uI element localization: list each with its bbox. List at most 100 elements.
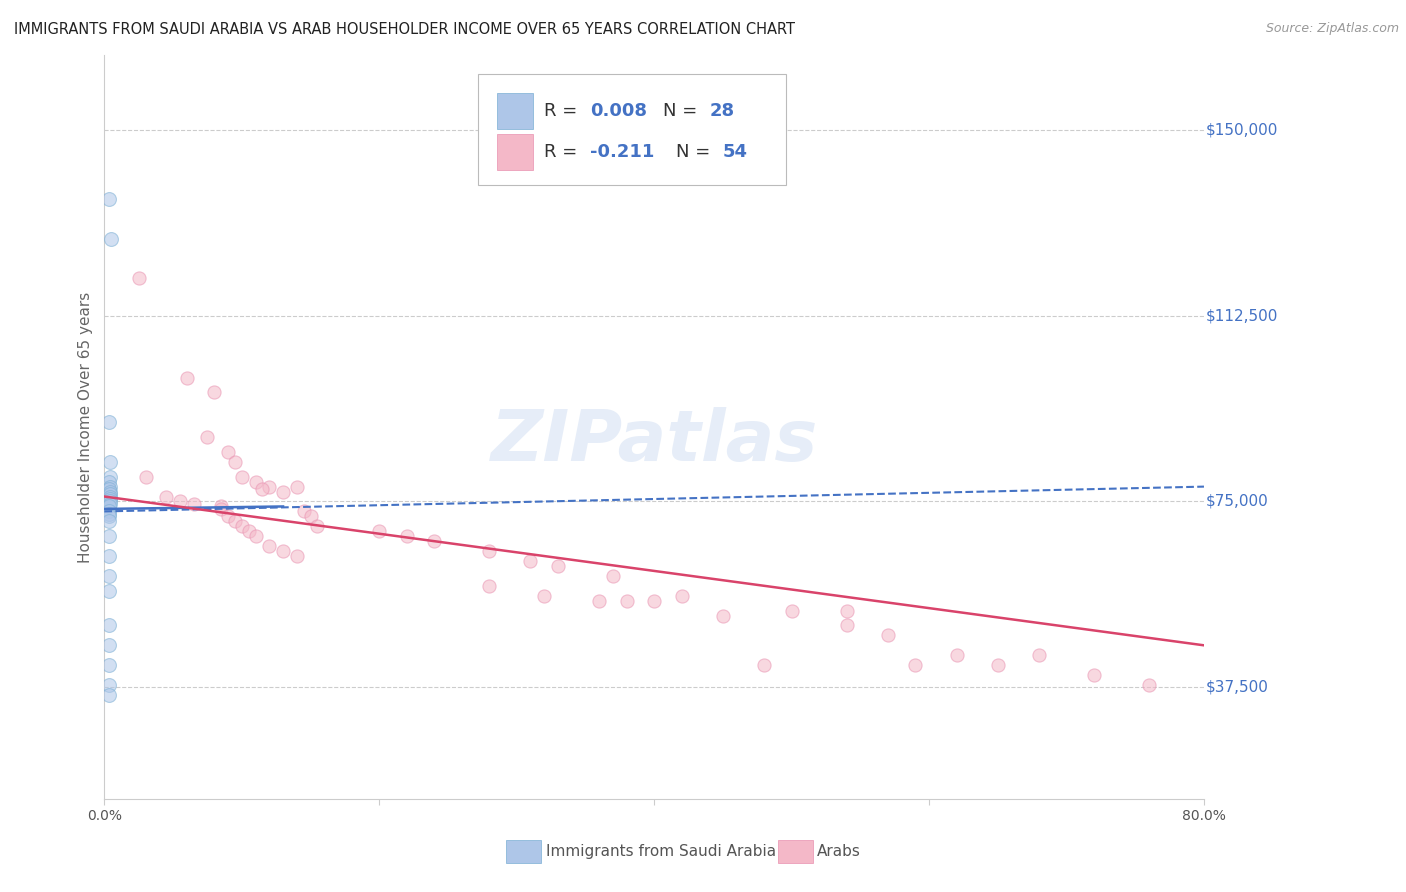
Point — [135, 469, 157, 483]
Point — [97, 475, 120, 489]
Point — [299, 509, 322, 524]
Point — [224, 455, 246, 469]
Point — [98, 494, 121, 508]
Point — [97, 569, 120, 583]
Point — [169, 494, 191, 508]
Point — [835, 618, 858, 632]
Point — [780, 604, 803, 618]
Point — [876, 628, 898, 642]
Point — [98, 497, 121, 511]
Point — [478, 544, 501, 558]
Point — [271, 484, 294, 499]
Point — [97, 583, 120, 598]
Point — [97, 529, 120, 543]
Text: -0.211: -0.211 — [591, 143, 655, 161]
Text: Source: ZipAtlas.com: Source: ZipAtlas.com — [1265, 22, 1399, 36]
Text: Immigrants from Saudi Arabia: Immigrants from Saudi Arabia — [546, 845, 776, 859]
Point — [245, 529, 267, 543]
Point — [904, 658, 927, 673]
Point — [945, 648, 967, 663]
Point — [97, 658, 120, 673]
Text: $112,500: $112,500 — [1206, 308, 1278, 323]
Text: $75,000: $75,000 — [1206, 494, 1268, 509]
Point — [616, 593, 638, 607]
Point — [155, 490, 177, 504]
Point — [97, 415, 120, 429]
Point — [97, 500, 120, 514]
Point — [1028, 648, 1050, 663]
Point — [183, 497, 205, 511]
Point — [97, 482, 120, 496]
Point — [285, 480, 308, 494]
Point — [176, 370, 198, 384]
Text: 0.008: 0.008 — [591, 102, 647, 120]
Point — [307, 519, 329, 533]
Point — [259, 480, 281, 494]
Point — [209, 500, 232, 514]
Point — [217, 445, 239, 459]
Text: R =: R = — [544, 143, 583, 161]
Text: N =: N = — [676, 143, 716, 161]
Point — [533, 589, 555, 603]
Point — [252, 482, 274, 496]
FancyBboxPatch shape — [496, 93, 533, 128]
Point — [643, 593, 665, 607]
Point — [238, 524, 260, 539]
Point — [98, 484, 121, 499]
Point — [602, 569, 624, 583]
Point — [987, 658, 1010, 673]
Point — [97, 514, 120, 528]
Point — [98, 469, 121, 483]
Text: 54: 54 — [723, 143, 748, 161]
Point — [224, 514, 246, 528]
Point — [711, 608, 734, 623]
Point — [197, 430, 219, 444]
Point — [1083, 668, 1105, 682]
Point — [98, 455, 121, 469]
Point — [547, 558, 569, 573]
Text: N =: N = — [664, 102, 703, 120]
Point — [97, 509, 120, 524]
Point — [671, 589, 693, 603]
Point — [98, 490, 121, 504]
Point — [478, 579, 501, 593]
Text: 28: 28 — [709, 102, 734, 120]
Point — [97, 507, 120, 521]
Point — [202, 385, 225, 400]
Point — [519, 554, 541, 568]
Point — [97, 618, 120, 632]
Text: IMMIGRANTS FROM SAUDI ARABIA VS ARAB HOUSEHOLDER INCOME OVER 65 YEARS CORRELATIO: IMMIGRANTS FROM SAUDI ARABIA VS ARAB HOU… — [14, 22, 794, 37]
Point — [98, 491, 121, 506]
Point — [231, 469, 253, 483]
Point — [97, 688, 120, 702]
Point — [97, 504, 120, 518]
Point — [97, 638, 120, 652]
Point — [368, 524, 391, 539]
Point — [588, 593, 610, 607]
Point — [395, 529, 418, 543]
Point — [97, 192, 120, 206]
Point — [752, 658, 775, 673]
Y-axis label: Householder Income Over 65 years: Householder Income Over 65 years — [79, 292, 93, 563]
Point — [209, 502, 232, 516]
Text: ZIPatlas: ZIPatlas — [491, 408, 818, 476]
Point — [423, 534, 446, 549]
Point — [1137, 678, 1160, 692]
Point — [245, 475, 267, 489]
Point — [97, 549, 120, 563]
Point — [271, 544, 294, 558]
Point — [292, 504, 315, 518]
Text: $150,000: $150,000 — [1206, 122, 1278, 137]
Text: Arabs: Arabs — [817, 845, 860, 859]
FancyBboxPatch shape — [478, 74, 786, 186]
Point — [98, 487, 121, 501]
Point — [128, 271, 150, 285]
Point — [259, 539, 281, 553]
Point — [231, 519, 253, 533]
Point — [98, 480, 121, 494]
Point — [285, 549, 308, 563]
Point — [217, 509, 239, 524]
Text: R =: R = — [544, 102, 583, 120]
FancyBboxPatch shape — [496, 134, 533, 169]
Point — [100, 232, 122, 246]
